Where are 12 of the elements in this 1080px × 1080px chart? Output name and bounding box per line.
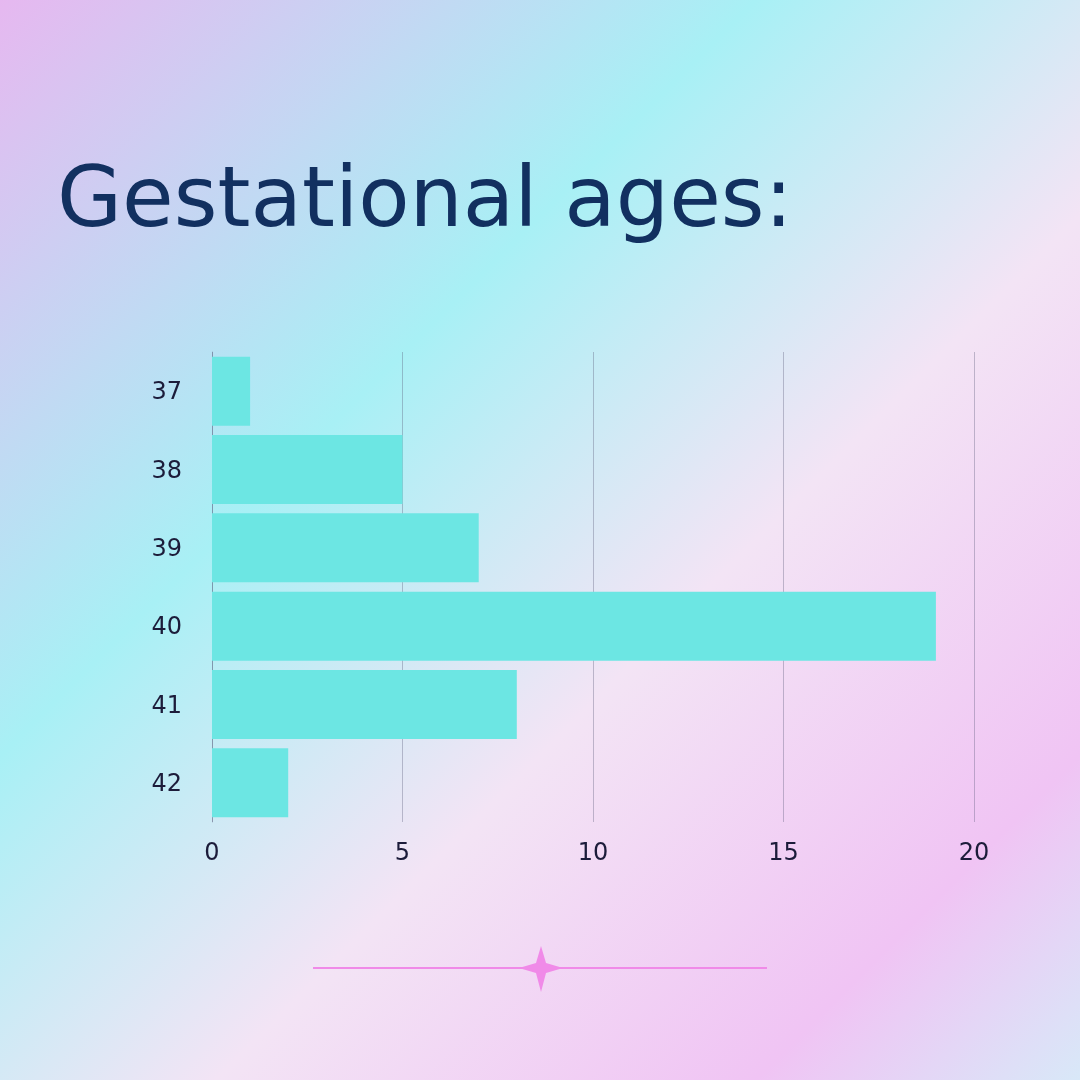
y-tick-label: 39 [151,533,182,562]
x-tick-label: 15 [768,838,799,866]
x-tick-label: 10 [577,838,609,866]
y-tick-label: 40 [151,612,182,641]
x-tick-label: 0 [204,838,220,866]
y-tick-label: 42 [151,768,182,797]
x-tick-label: 20 [958,838,990,866]
y-tick-label: 38 [151,455,182,484]
chart-title: Gestational ages: [57,148,793,246]
x-tick-label: 5 [394,838,411,866]
y-tick-label: 37 [151,377,182,406]
y-tick-label: 41 [151,690,182,719]
